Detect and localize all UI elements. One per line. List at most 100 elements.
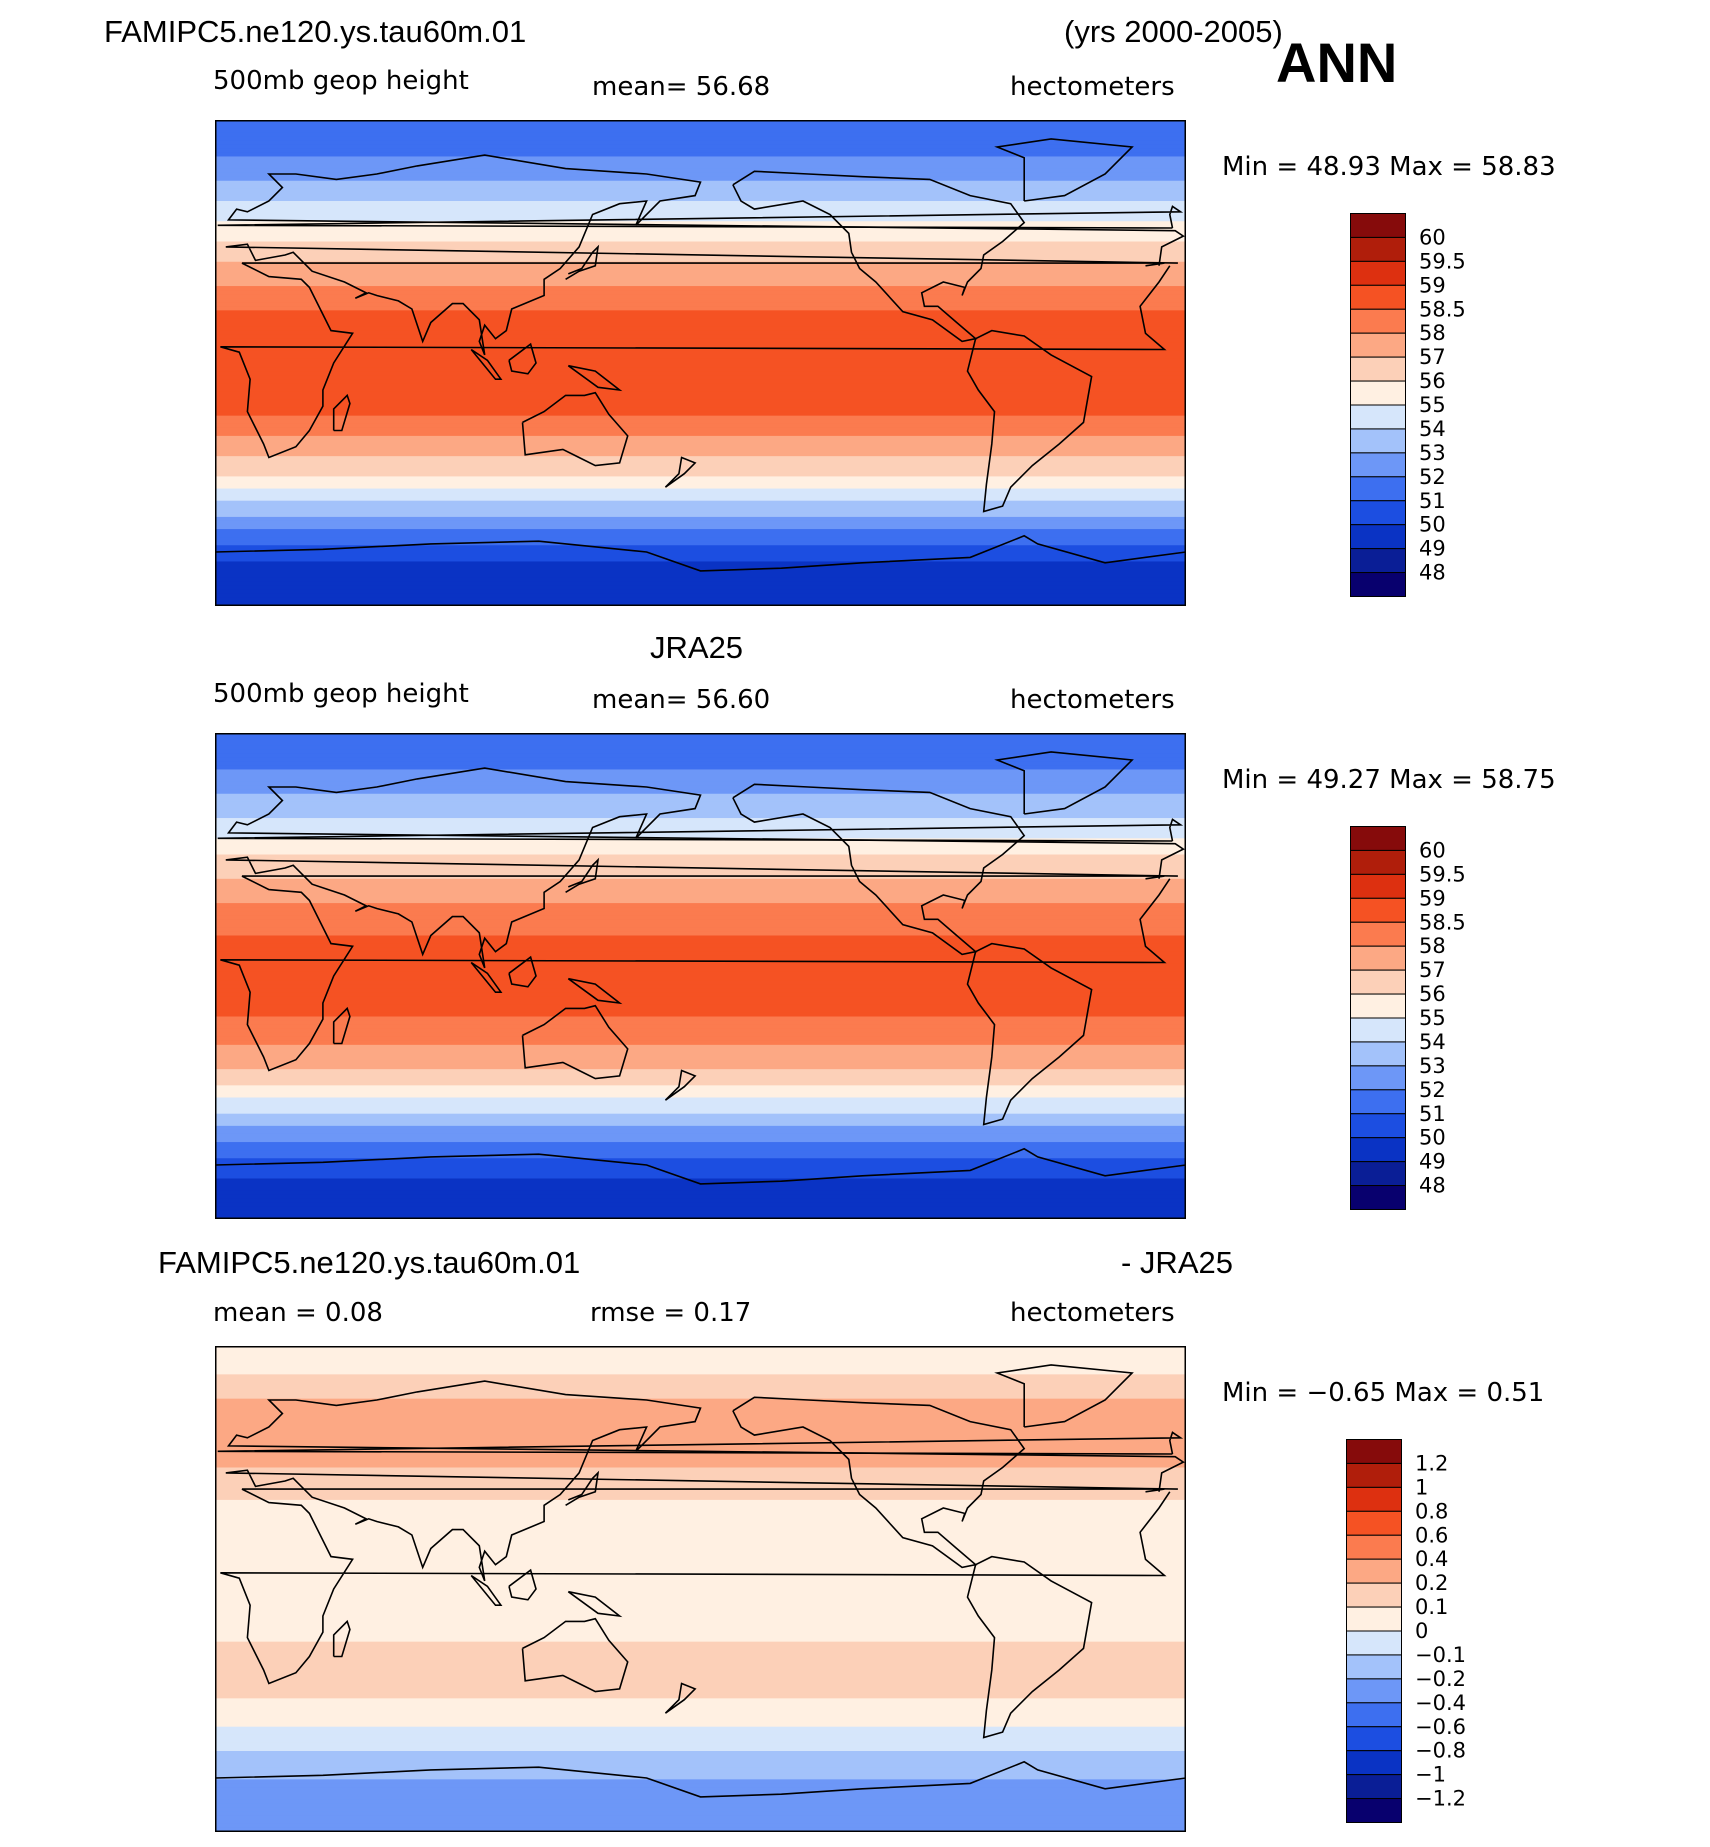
map-band (215, 601, 1186, 606)
map-band (215, 834, 1186, 839)
map-band (215, 294, 1186, 299)
map-band (215, 947, 1186, 953)
map-band (215, 1370, 1186, 1375)
colorbar-box (1346, 1798, 1402, 1823)
colorbar-box (1350, 921, 1406, 947)
map-band (215, 237, 1186, 243)
map-band (215, 1463, 1186, 1469)
map-band (215, 310, 1186, 315)
panel3-title: FAMIPC5.ne120.ys.tau60m.01 (158, 1245, 581, 1280)
map-band (215, 395, 1186, 401)
coastline (470, 1574, 503, 1607)
colorbar-label: 53 (1419, 1054, 1446, 1078)
map-band (215, 1560, 1186, 1566)
colorbar-label: −0.2 (1415, 1667, 1466, 1691)
coastline (220, 875, 1171, 1072)
map-band (215, 1158, 1186, 1163)
map-band (215, 1593, 1186, 1598)
colorbar-box (1350, 213, 1406, 238)
map-band (215, 1718, 1186, 1724)
map-band (215, 1799, 1186, 1805)
map-band (215, 1427, 1186, 1432)
coastline (565, 1470, 600, 1506)
colorbar-label: −0.4 (1415, 1691, 1466, 1715)
map-band (215, 1451, 1186, 1456)
colorbar-label: 58.5 (1419, 297, 1466, 321)
map-band (215, 1815, 1186, 1821)
map-band (215, 1402, 1186, 1408)
map-band (215, 1742, 1186, 1748)
map-band (215, 500, 1186, 506)
coastline (217, 818, 1184, 842)
map-band (215, 1548, 1186, 1554)
map-band (215, 1625, 1186, 1631)
map-band (215, 448, 1186, 453)
colorbar-label: 49 (1419, 1150, 1446, 1174)
map-band (215, 1524, 1186, 1529)
map-band (215, 1536, 1186, 1541)
colorbar-box (1350, 1161, 1406, 1187)
map-band (215, 1552, 1186, 1558)
coastline (966, 942, 1093, 1126)
map-band (215, 1138, 1186, 1143)
map-band (215, 1653, 1186, 1659)
coastline (565, 857, 600, 893)
map-band (215, 1125, 1186, 1131)
map-band (215, 1479, 1186, 1485)
colorbar-label: 54 (1419, 1030, 1446, 1054)
map-band (215, 1803, 1186, 1809)
map-band (215, 1779, 1186, 1784)
colorbar-box (1350, 572, 1406, 597)
map-band (215, 1823, 1186, 1829)
map-band (215, 1601, 1186, 1606)
season-label: ANN (1276, 31, 1398, 94)
map-band (215, 1767, 1186, 1772)
map-band (215, 561, 1186, 567)
map-band (215, 184, 1186, 190)
coastline (220, 262, 1171, 459)
map-band (215, 1101, 1186, 1107)
map-band (215, 935, 1186, 941)
colorbar-label: 51 (1419, 489, 1446, 513)
map-band (215, 1146, 1186, 1151)
map-band (215, 488, 1186, 494)
colorbar-label: 0.1 (1415, 1595, 1448, 1619)
map-band (215, 745, 1186, 750)
map-band (215, 1366, 1186, 1371)
map-band (215, 822, 1186, 827)
map-band (215, 959, 1186, 965)
colorbar-box (1350, 380, 1406, 406)
case-title: FAMIPC5.ne120.ys.tau60m.01 (104, 14, 527, 49)
map-band (215, 850, 1186, 856)
coastline (332, 1006, 351, 1045)
map-band (215, 277, 1186, 283)
map-band (215, 1649, 1186, 1655)
map-band (215, 132, 1186, 137)
map-band (215, 874, 1186, 880)
map-band (215, 769, 1186, 775)
map-band (215, 468, 1186, 473)
coastline (565, 244, 600, 280)
coastline (732, 783, 1026, 956)
map-band (215, 1378, 1186, 1384)
map-band (215, 140, 1186, 145)
colorbar-label: −1.2 (1415, 1787, 1466, 1811)
colorbar-label: 58 (1419, 934, 1446, 958)
map-band (215, 1052, 1186, 1058)
map-band (215, 1439, 1186, 1444)
map-band (215, 569, 1186, 575)
colorbar-box (1350, 284, 1406, 310)
map-band (215, 1532, 1186, 1537)
coastline (220, 1488, 1171, 1685)
map-band (215, 1629, 1186, 1635)
colorbar-box (1350, 260, 1406, 286)
map-band (215, 1584, 1186, 1590)
map-band (215, 927, 1186, 933)
colorbar-box (1350, 452, 1406, 478)
map-band (215, 484, 1186, 490)
map-band (215, 354, 1186, 360)
map-band (215, 923, 1186, 928)
colorbar-label: 57 (1419, 958, 1446, 982)
map-band (215, 971, 1186, 977)
coastline (215, 1147, 1186, 1185)
